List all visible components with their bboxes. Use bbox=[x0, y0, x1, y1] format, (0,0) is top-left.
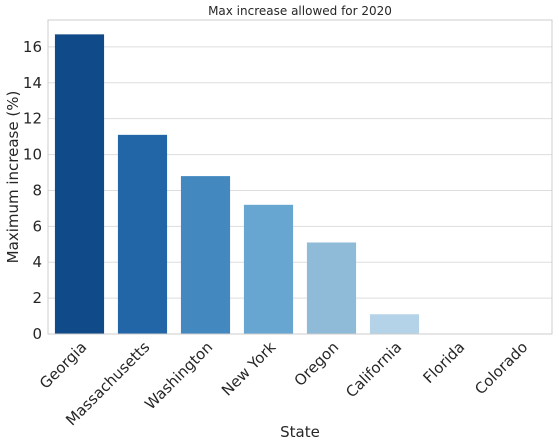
y-tick-label: 16 bbox=[23, 38, 42, 56]
y-tick-label: 0 bbox=[32, 325, 42, 343]
bar-massachusetts bbox=[118, 135, 167, 334]
x-tick-label: New York bbox=[218, 338, 280, 400]
bar-oregon bbox=[307, 242, 356, 334]
y-tick-label: 14 bbox=[23, 74, 42, 92]
y-tick-label: 12 bbox=[23, 110, 42, 128]
bar-new-york bbox=[244, 205, 293, 334]
y-tick-label: 4 bbox=[32, 253, 42, 271]
x-tick-label: Colorado bbox=[471, 338, 531, 398]
y-tick-label: 6 bbox=[32, 217, 42, 235]
x-tick-label: Florida bbox=[420, 338, 469, 387]
bar-washington bbox=[181, 176, 230, 334]
bar-california bbox=[370, 314, 419, 334]
x-tick-label: Oregon bbox=[291, 338, 343, 390]
bar-georgia bbox=[55, 34, 104, 334]
x-axis-label: State bbox=[280, 423, 320, 441]
y-tick-label: 2 bbox=[32, 289, 42, 307]
x-tick-label: California bbox=[342, 338, 405, 401]
y-axis-label: Maximum increase (%) bbox=[4, 91, 22, 264]
x-tick-label: Georgia bbox=[36, 338, 90, 392]
y-tick-label: 8 bbox=[32, 181, 42, 199]
y-tick-label: 10 bbox=[23, 146, 42, 164]
chart-title: Max increase allowed for 2020 bbox=[208, 4, 392, 18]
x-tick-label: Washington bbox=[141, 338, 216, 413]
y-axis-ticks: 0 2 4 6 8 10 12 14 16 bbox=[23, 38, 42, 343]
